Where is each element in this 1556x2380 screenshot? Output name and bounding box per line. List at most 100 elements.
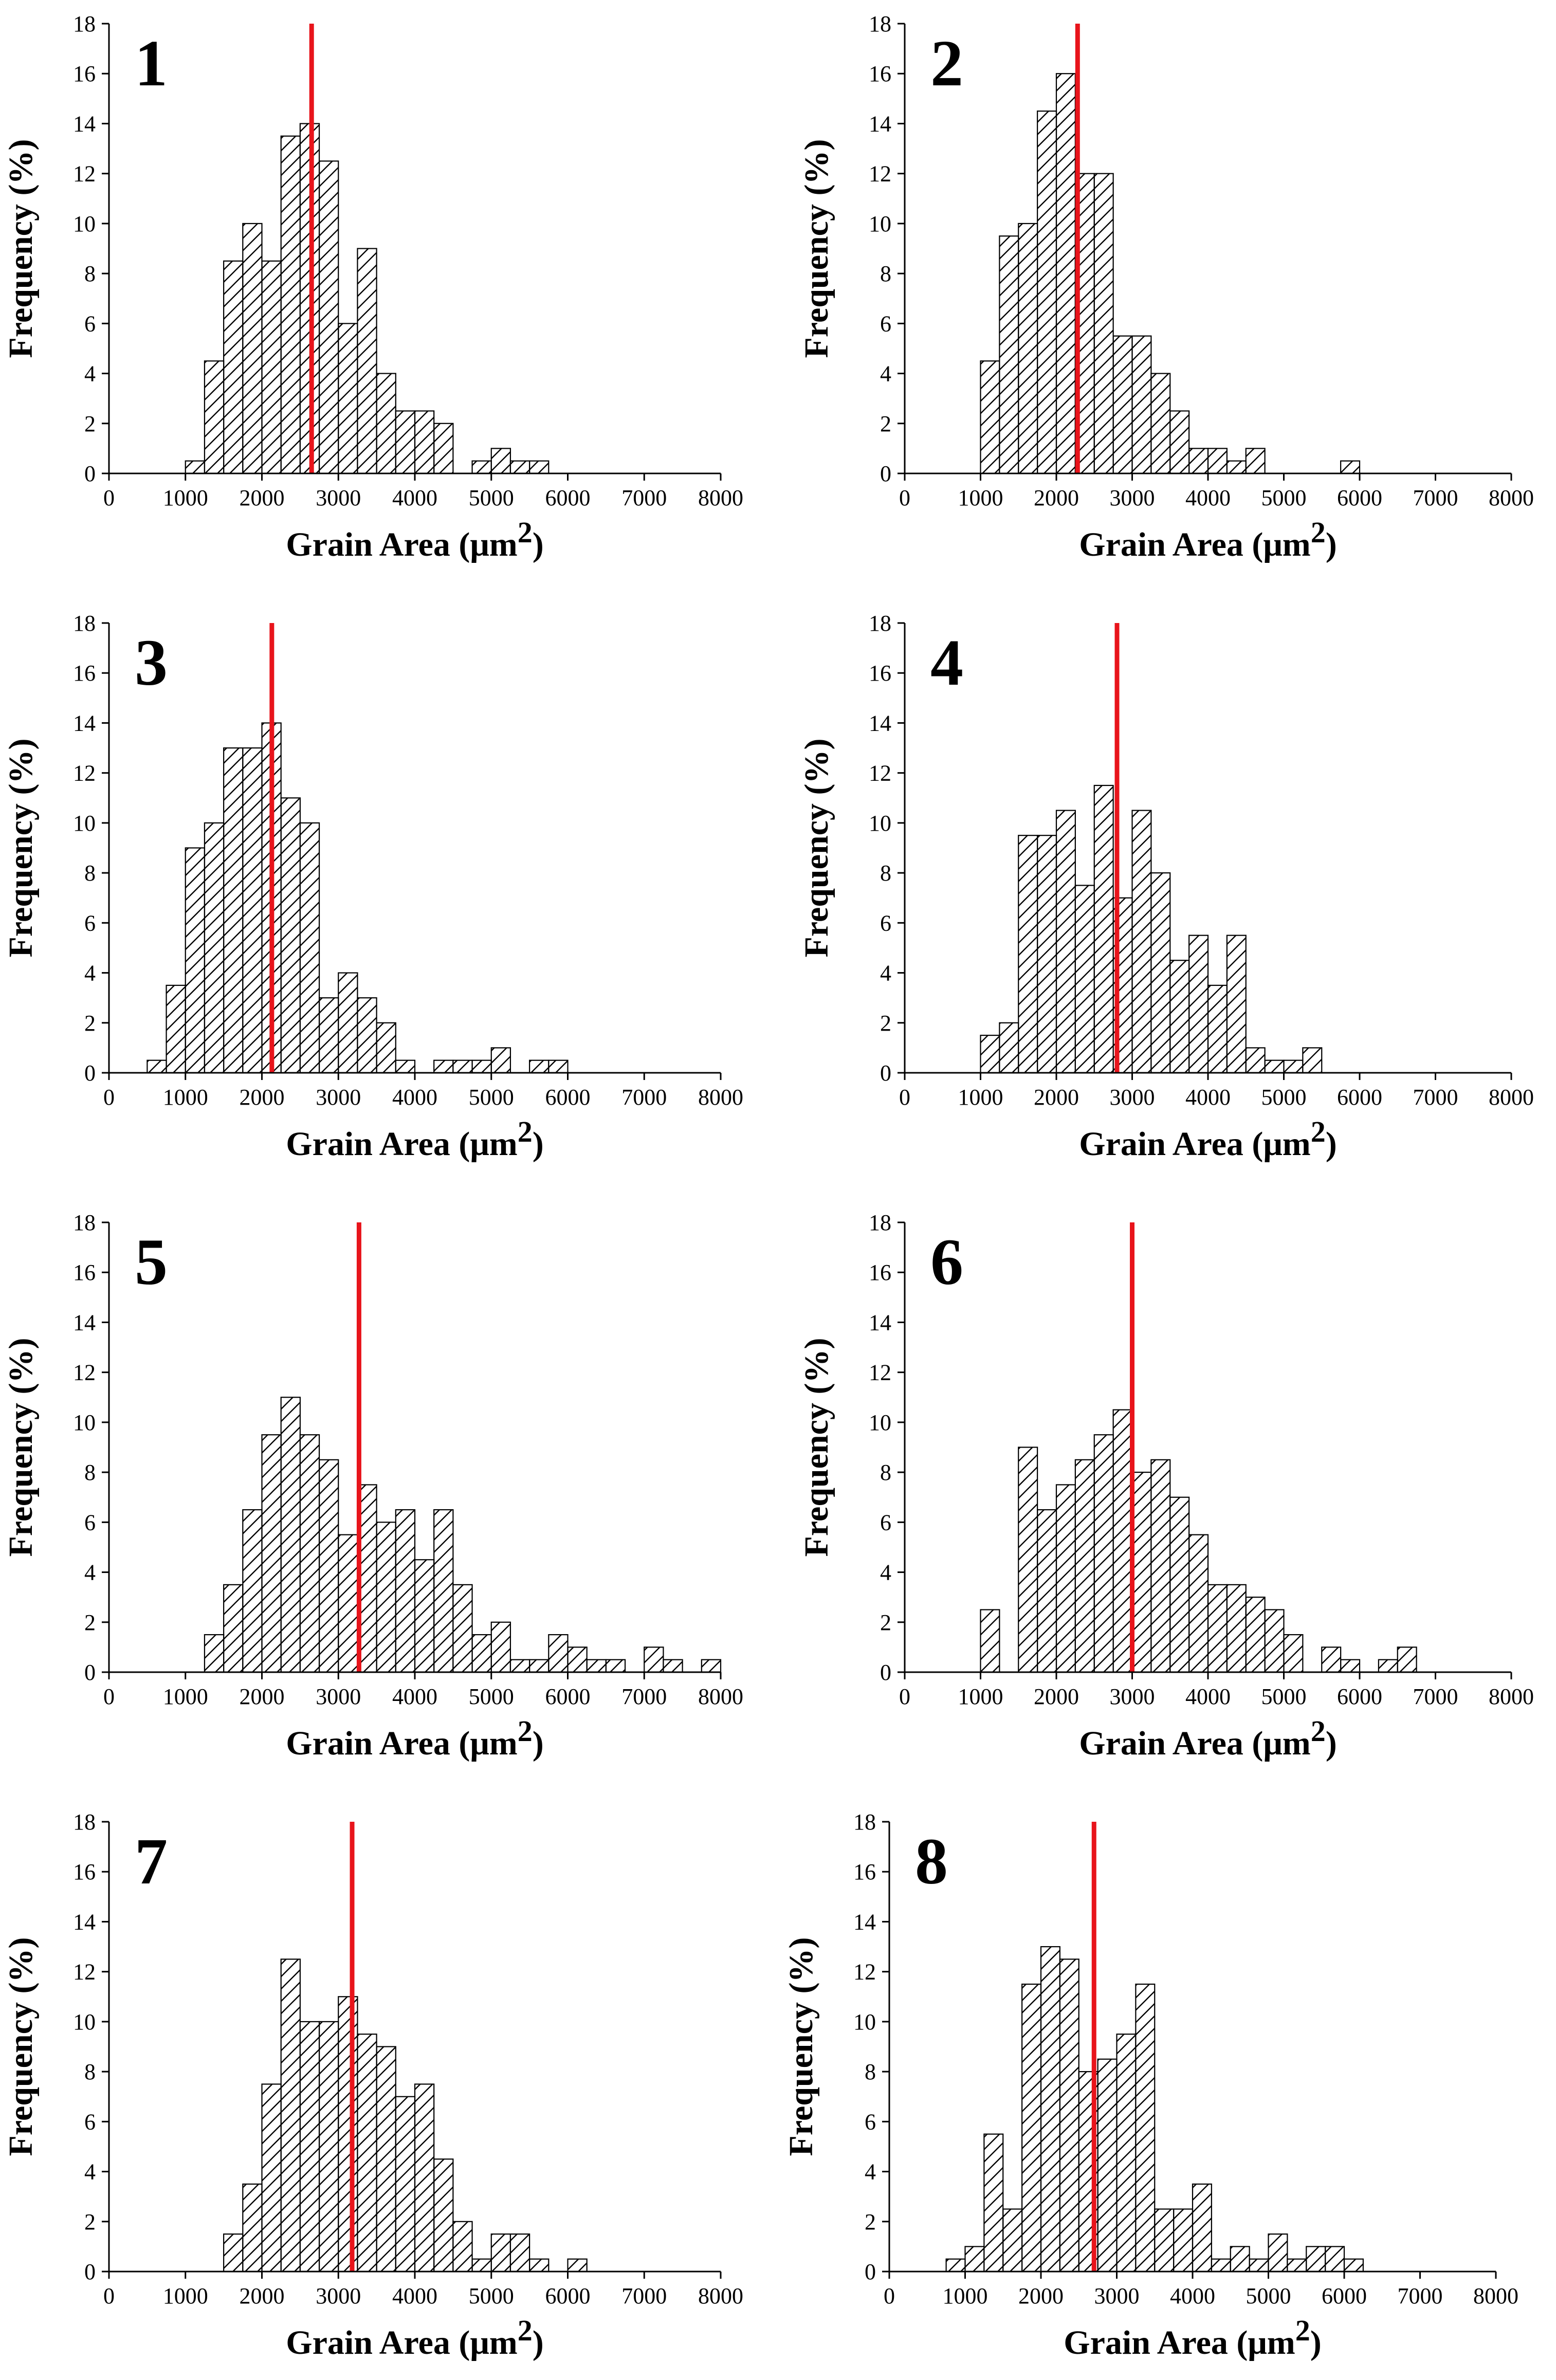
histogram-bar: [414, 2083, 435, 2273]
histogram-bar: [1135, 1983, 1156, 2273]
y-tick-label: 0: [880, 1660, 891, 1685]
y-tick-label: 12: [73, 161, 96, 187]
histogram-bar: [452, 1059, 473, 1074]
x-axis-title-superscript: 2: [518, 1115, 533, 1148]
histogram-bar: [1378, 1659, 1398, 1673]
x-tick-label: 5000: [469, 1085, 514, 1110]
histogram-bar: [204, 1634, 225, 1673]
histogram-bar: [1112, 335, 1133, 474]
histogram-bar: [471, 460, 492, 474]
y-tick-label: 16: [869, 61, 891, 86]
y-tick-label: 18: [869, 1210, 891, 1235]
histogram-bar: [999, 1022, 1019, 1074]
y-tick-label: 6: [84, 1510, 96, 1535]
histogram-bar: [529, 1659, 550, 1673]
histogram-bar: [280, 1958, 301, 2273]
y-tick-label: 0: [880, 461, 891, 486]
y-tick-label: 4: [865, 2159, 876, 2185]
y-tick-label: 10: [73, 1410, 96, 1435]
histogram-bar: [433, 423, 454, 474]
histogram-bar: [1226, 1584, 1247, 1673]
histogram-bar: [1150, 872, 1171, 1074]
histogram-bar: [242, 2183, 263, 2273]
y-tick-label: 8: [880, 1460, 891, 1485]
y-tick-label: 10: [73, 211, 96, 236]
x-axis-title-main: Grain Area (μm: [286, 1725, 517, 1762]
histogram-bar: [357, 248, 377, 474]
y-tick-label: 6: [84, 2109, 96, 2134]
x-tick-label: 5000: [469, 2283, 514, 2309]
histogram-bar: [1173, 2208, 1194, 2273]
histogram-bar: [318, 160, 339, 474]
histogram-bar: [223, 747, 244, 1074]
y-tick-label: 14: [869, 710, 891, 736]
x-axis-title-superscript: 2: [1311, 516, 1326, 549]
histogram-bar: [242, 1509, 263, 1673]
histogram-bar: [280, 797, 301, 1074]
x-tick-label: 4000: [1185, 1085, 1231, 1110]
y-tick-label: 8: [84, 261, 96, 286]
histogram-bar: [490, 1047, 511, 1074]
x-tick-label: 2000: [1018, 2283, 1064, 2309]
histogram-bar: [1169, 1496, 1190, 1673]
y-tick-label: 2: [84, 2209, 96, 2235]
histogram-panel-8: 0 1000 2000 3000 4000 5000 6000 7000 8000 0 2 4 6 8 10…: [782, 1809, 1518, 2361]
histogram-bar: [1226, 460, 1247, 474]
histogram-bar: [338, 1534, 358, 1673]
x-tick-label: 3000: [316, 1684, 361, 1709]
histogram-bar: [1037, 835, 1057, 1074]
x-axis-title-superscript: 2: [518, 516, 533, 549]
histogram-bar: [1169, 960, 1190, 1074]
histogram-panel-2: 0 1000 2000 3000 4000 5000 6000 7000 8000 0 2 4 6 8 10…: [798, 11, 1534, 563]
x-tick-label: 7000: [621, 1085, 667, 1110]
histogram-bar: [1343, 2258, 1364, 2273]
histogram-bar: [395, 1509, 416, 1673]
histogram-bar: [1321, 1646, 1342, 1673]
x-axis-title-close: ): [1310, 2324, 1322, 2361]
x-tick-label: 1000: [163, 1085, 208, 1110]
histogram-bar: [1131, 335, 1152, 474]
histogram-bar: [1154, 2208, 1175, 2273]
x-tick-label: 2000: [1034, 485, 1079, 510]
histogram-bar: [1287, 2258, 1307, 2273]
histogram-bar: [529, 1059, 550, 1074]
histogram-bar: [1211, 2258, 1231, 2273]
y-tick-label: 4: [84, 961, 96, 986]
y-tick-label: 16: [73, 61, 96, 86]
x-tick-label: 6000: [545, 485, 591, 510]
histogram-bar: [1021, 1983, 1042, 2273]
x-tick-label: 1000: [163, 1684, 208, 1709]
y-tick-label: 6: [880, 1510, 891, 1535]
x-tick-label: 0: [899, 1684, 910, 1709]
histogram-bar: [1245, 1597, 1266, 1673]
histogram-bar: [1074, 885, 1095, 1074]
histogram-panel-4: 0 1000 2000 3000 4000 5000 6000 7000 8000 0 2 4 6 8 10…: [798, 611, 1534, 1163]
x-axis-title-close: ): [1326, 1125, 1337, 1163]
histogram-bar: [395, 1059, 416, 1074]
histogram-bar: [980, 1609, 1000, 1673]
histogram-bar: [452, 2221, 473, 2273]
histogram-bar: [395, 2096, 416, 2273]
histogram-bar: [471, 2258, 492, 2273]
histogram-panel-5: 0 1000 2000 3000 4000 5000 6000 7000 8000 0 2 4 6 8 10…: [2, 1210, 743, 1762]
x-tick-label: 3000: [1110, 1684, 1155, 1709]
y-tick-label: 16: [73, 1859, 96, 1884]
histogram-bar: [1169, 410, 1190, 474]
x-tick-label: 6000: [545, 1085, 591, 1110]
histogram-bar: [548, 1059, 569, 1074]
y-tick-label: 0: [84, 1660, 96, 1685]
y-tick-label: 10: [869, 811, 891, 836]
histogram-bar: [586, 1659, 607, 1673]
x-tick-label: 7000: [621, 1684, 667, 1709]
histogram-bar: [338, 1996, 358, 2273]
x-axis-title-close: ): [533, 526, 544, 563]
y-tick-label: 10: [73, 811, 96, 836]
y-tick-label: 8: [84, 861, 96, 886]
histogram-panel-7: 0 1000 2000 3000 4000 5000 6000 7000 8000 0 2 4 6 8 10…: [2, 1809, 743, 2361]
histogram-bar: [318, 2021, 339, 2273]
x-tick-label: 5000: [1261, 1085, 1307, 1110]
panel-number-label: 2: [930, 27, 963, 100]
histogram-bar: [509, 460, 530, 474]
histogram-bar: [1245, 1047, 1266, 1074]
